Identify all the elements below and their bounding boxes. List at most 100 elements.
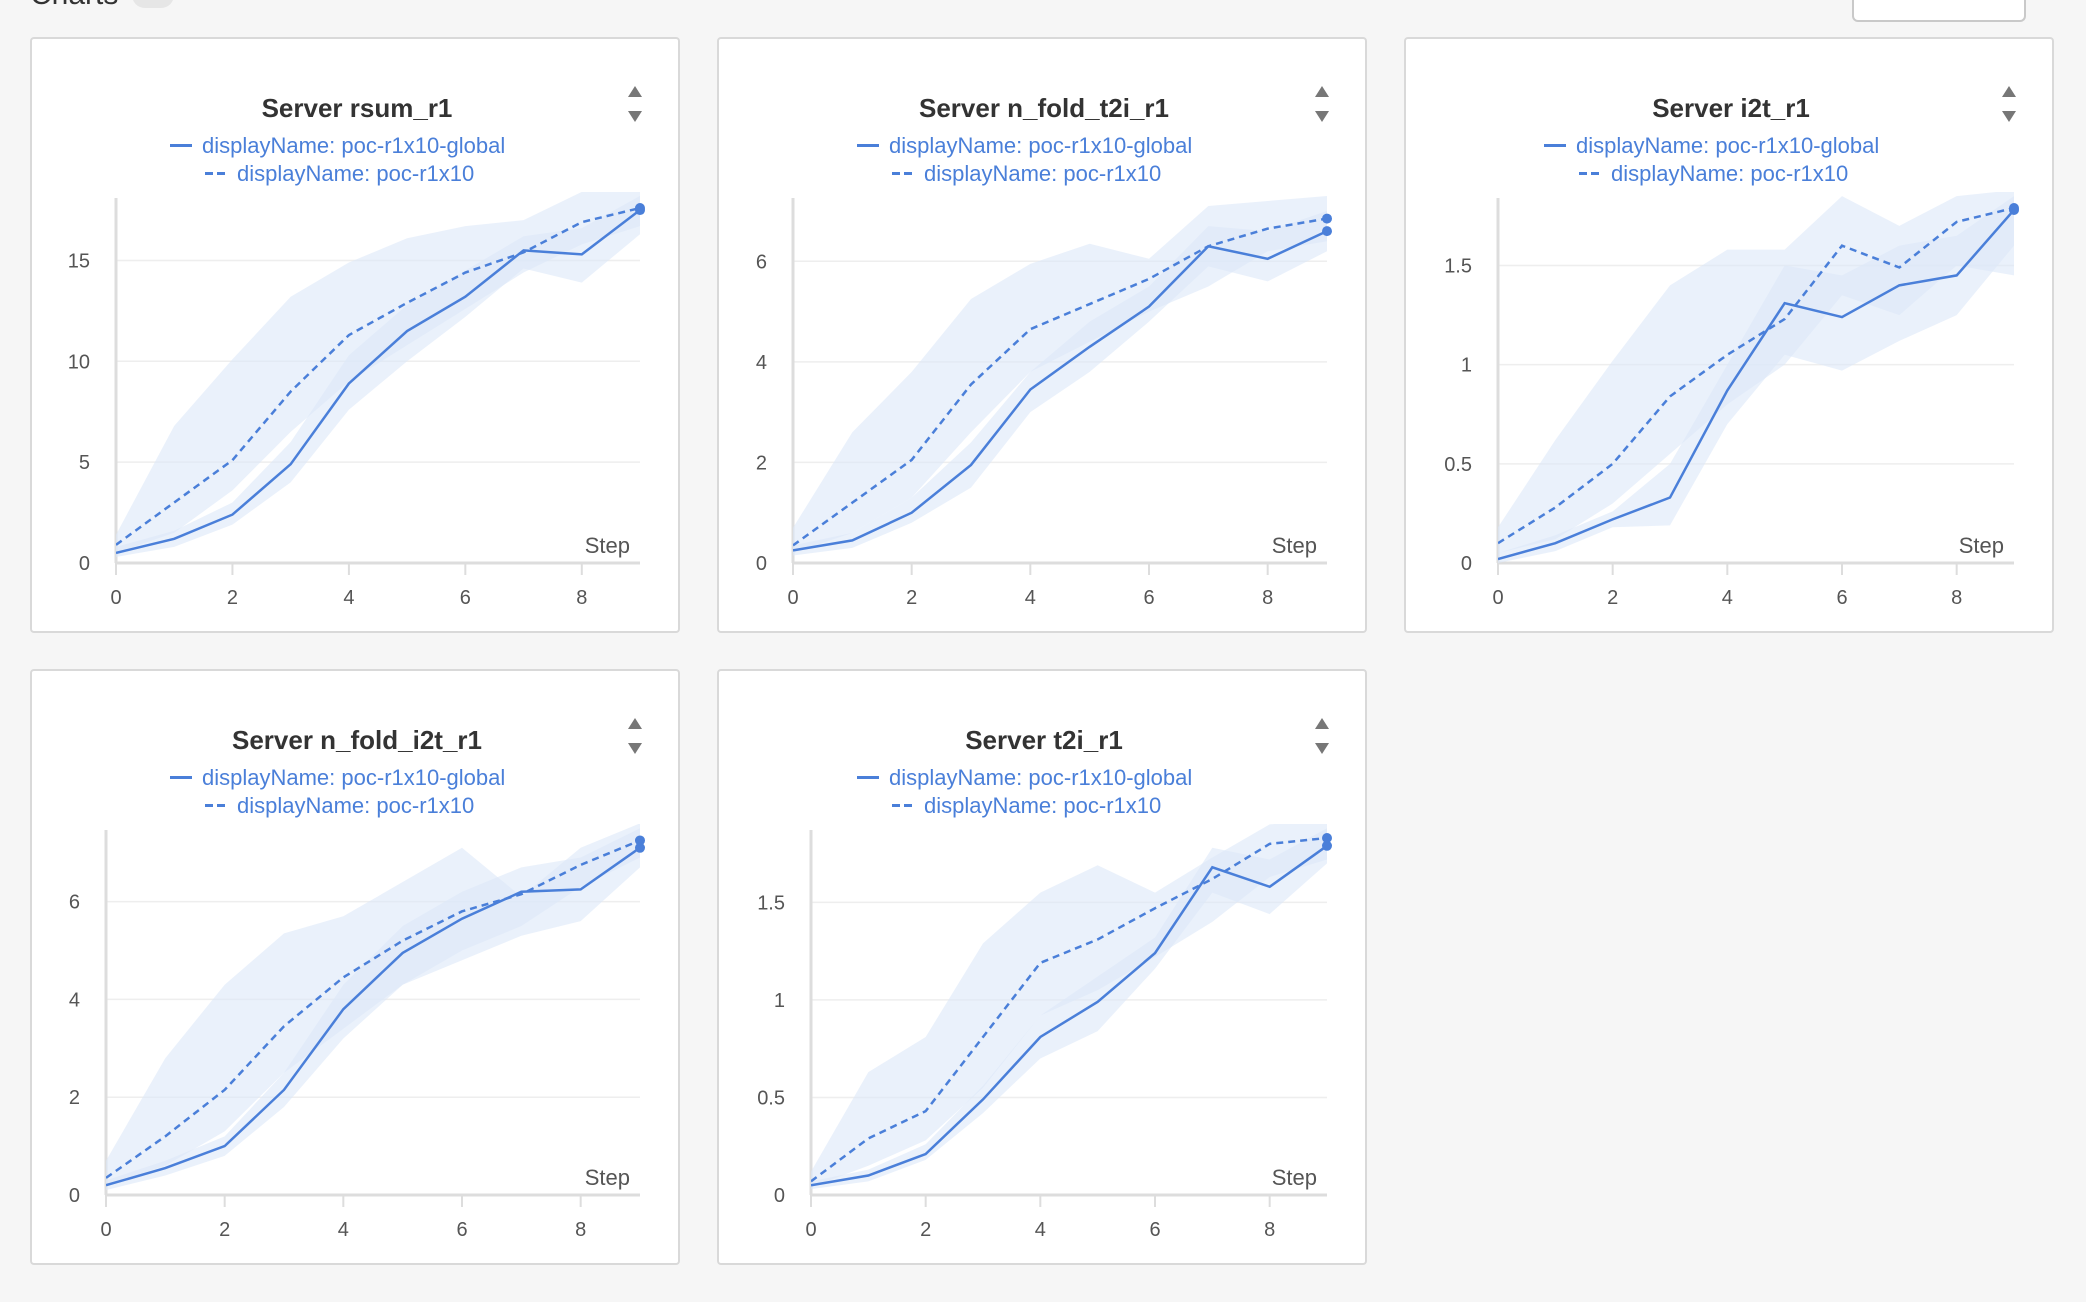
chart-title: Server n_fold_t2i_r1 — [918, 93, 1169, 123]
series-end-point[interactable] — [1322, 226, 1332, 237]
legend-item[interactable]: displayName: poc-r1x10-global — [170, 765, 505, 793]
series-line-solid[interactable] — [116, 209, 641, 555]
x-tick-label: 6 — [460, 587, 471, 609]
legend-item[interactable]: displayName: poc-r1x10-global — [170, 133, 505, 161]
x-tick-label: 8 — [1264, 1219, 1275, 1241]
x-tick-label: 8 — [576, 587, 587, 609]
series-end-point[interactable] — [635, 842, 645, 853]
series-line-solid[interactable] — [811, 844, 1328, 1187]
legend-scroll-down-icon[interactable] — [1315, 111, 1329, 122]
legend-label: displayName: poc-r1x10-global — [889, 765, 1193, 790]
x-tick-label: 6 — [1149, 1219, 1160, 1241]
legend-item[interactable]: displayName: poc-r1x10 — [205, 793, 474, 821]
confidence-band — [793, 211, 1327, 556]
y-tick-label: 0.5 — [1444, 454, 1472, 476]
dashed-line-swatch — [892, 803, 914, 807]
series-end-point[interactable] — [2009, 202, 2019, 213]
solid-line-swatch — [170, 143, 192, 147]
series-end-point[interactable] — [635, 203, 645, 214]
section-title: Charts — [30, 0, 118, 12]
y-tick-label: 6 — [756, 251, 767, 273]
x-tick-label: 4 — [338, 1219, 349, 1241]
confidence-band — [811, 824, 1327, 1188]
solid-line-swatch — [857, 775, 879, 779]
legend-item[interactable]: displayName: poc-r1x10 — [892, 793, 1161, 821]
legend-scroll-up-icon[interactable] — [628, 86, 642, 97]
legend-item[interactable]: displayName: poc-r1x10 — [205, 161, 474, 189]
x-tick-label: 4 — [343, 587, 354, 609]
dashed-line-swatch — [205, 171, 227, 175]
series-line-dashed[interactable] — [106, 839, 641, 1179]
x-tick-label: 2 — [920, 1219, 931, 1241]
y-tick-label: 0 — [1461, 553, 1472, 575]
chart-panel[interactable]: 0 5 10 15 0 2 4 6 8 Step Server rsum_r1 displayName… — [30, 37, 680, 633]
solid-line-swatch — [857, 143, 879, 147]
series-line-dashed[interactable] — [811, 836, 1328, 1183]
chart-panel[interactable]: 0 2 4 6 0 2 4 6 8 Step Server n_fold_i2t_r1 display… — [30, 669, 680, 1265]
chart-panel[interactable]: 0 2 4 6 0 2 4 6 8 Step Server n_fold_t2i_r1 display… — [717, 37, 1367, 633]
series-line-solid[interactable] — [793, 230, 1328, 552]
y-tick-label: 5 — [79, 452, 90, 474]
x-axis-label: Step — [585, 1165, 630, 1190]
legend-item[interactable]: displayName: poc-r1x10 — [892, 161, 1161, 189]
confidence-band — [116, 195, 640, 557]
legend-item[interactable]: displayName: poc-r1x10-global — [857, 133, 1192, 161]
legend-scroll-down-icon[interactable] — [628, 743, 642, 754]
solid-line-swatch — [170, 775, 192, 779]
legend-scroll-down-icon[interactable] — [1315, 743, 1329, 754]
series-line-solid[interactable] — [1498, 209, 2015, 561]
y-tick-label: 1.5 — [1444, 256, 1472, 278]
chart-title: Server rsum_r1 — [261, 93, 453, 123]
legend-label: displayName: poc-r1x10-global — [202, 765, 506, 790]
y-tick-label: 4 — [756, 352, 767, 374]
series-end-point[interactable] — [635, 835, 645, 846]
x-tick-label: 0 — [110, 587, 121, 609]
dashed-line-swatch — [892, 171, 914, 175]
toolbar-button[interactable] — [1852, 0, 2026, 22]
y-tick-label: 1 — [774, 990, 785, 1012]
series-end-point[interactable] — [1322, 213, 1332, 224]
solid-line-swatch — [1544, 143, 1566, 147]
x-axis-label: Step — [1959, 533, 2004, 558]
series-line-dashed[interactable] — [793, 217, 1328, 547]
x-tick-label: 2 — [906, 587, 917, 609]
legend-scroll-up-icon[interactable] — [1315, 718, 1329, 729]
x-axis-label: Step — [1272, 533, 1317, 558]
y-tick-label: 4 — [69, 989, 80, 1011]
series-end-point[interactable] — [1322, 833, 1332, 843]
series-line-dashed[interactable] — [116, 206, 641, 546]
legend-item[interactable]: displayName: poc-r1x10 — [1579, 161, 1848, 189]
chart-svg: 0 2 4 6 0 2 4 6 8 Step — [756, 195, 1332, 609]
legend-scroll-up-icon[interactable] — [628, 718, 642, 729]
series-line-solid[interactable] — [106, 846, 641, 1187]
chart-svg: 0 2 4 6 0 2 4 6 8 Step — [69, 824, 645, 1241]
y-tick-label: 10 — [68, 351, 90, 373]
x-tick-label: 2 — [227, 587, 238, 609]
legend-item[interactable]: displayName: poc-r1x10-global — [857, 765, 1192, 793]
confidence-band — [106, 824, 640, 1186]
legend-scroll-up-icon[interactable] — [1315, 86, 1329, 97]
x-tick-label: 6 — [456, 1219, 467, 1241]
confidence-band — [1498, 192, 2014, 554]
x-tick-label: 2 — [219, 1219, 230, 1241]
dashed-line-swatch — [205, 803, 227, 807]
legend-label: displayName: poc-r1x10 — [924, 161, 1162, 186]
x-tick-label: 2 — [1607, 587, 1618, 609]
y-tick-label: 2 — [756, 452, 767, 474]
legend-scroll-down-icon[interactable] — [628, 111, 642, 122]
chart-panel[interactable]: 0 0.5 1 1.5 0 2 4 6 8 Step Server i2t_r1 displayNam… — [1404, 37, 2054, 633]
series-line-dashed[interactable] — [1498, 206, 2015, 545]
series-end-point[interactable] — [1322, 840, 1332, 851]
x-tick-label: 0 — [1492, 587, 1503, 609]
x-tick-label: 0 — [805, 1219, 816, 1241]
legend-item[interactable]: displayName: poc-r1x10-global — [1544, 133, 1879, 161]
legend-scroll-up-icon[interactable] — [2002, 86, 2016, 97]
legend-scroll-down-icon[interactable] — [2002, 111, 2016, 122]
x-tick-label: 4 — [1722, 587, 1733, 609]
chart-panel[interactable]: 0 0.5 1 1.5 0 2 4 6 8 Step Server t2i_r1 displayNam… — [717, 669, 1367, 1265]
confidence-band — [793, 195, 1327, 553]
x-tick-label: 6 — [1836, 587, 1847, 609]
x-tick-label: 8 — [1951, 587, 1962, 609]
legend-label: displayName: poc-r1x10-global — [1576, 133, 1880, 158]
chart-title: Server n_fold_i2t_r1 — [231, 725, 482, 755]
